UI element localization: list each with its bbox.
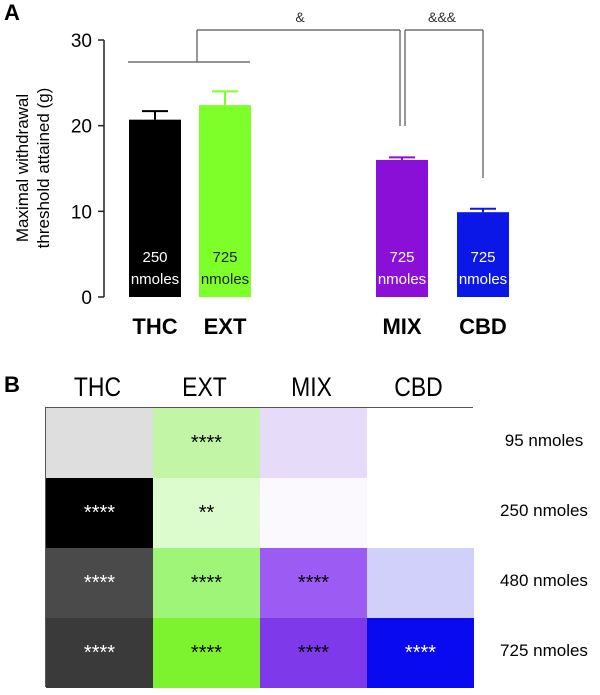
significance-annotation: &&& [428,9,457,25]
bar-data-label: nmoles [201,271,249,288]
significance-stars: **** [83,501,116,524]
bar-data-label: nmoles [459,271,507,288]
heatmap-cell: **** [46,548,153,618]
heatmap-cell [367,408,474,478]
bar-data-label: 725 [389,249,414,266]
heatmap-cell: **** [260,618,367,688]
significance-stars: **** [190,571,223,594]
heatmap-column-header: EXT [182,372,227,402]
y-tick-label: 0 [81,288,92,309]
y-axis-label: threshold attained (g) [34,88,53,249]
y-tick-label: 30 [71,31,92,52]
heatmap-cell: **** [367,618,474,688]
heatmap-cell: **** [153,408,260,478]
significance-stars: **** [297,571,330,594]
bar-data-label: nmoles [131,271,179,288]
heatmap-cell: **** [260,548,367,618]
heatmap-cell: ** [153,478,260,548]
significance-stars: ** [198,501,215,524]
bar-data-label: 725 [470,249,495,266]
panel-b-label: B [4,372,20,397]
y-tick-label: 20 [71,117,92,138]
significance-stars: **** [83,641,116,664]
bar [376,159,428,297]
significance-stars: **** [190,641,223,664]
y-tick-label: 10 [71,202,92,223]
heatmap-column-header: MIX [291,372,332,402]
significance-stars: **** [190,431,223,454]
heatmap-row-label: 480 nmoles [500,571,588,590]
bar-data-label: nmoles [378,271,426,288]
bar [199,105,251,298]
x-category-label: CBD [459,314,507,339]
bar-chart: 0 10 20 30 Maximal withdrawal threshold attai… [13,9,509,339]
bar [129,119,181,297]
heatmap-cell: **** [153,548,260,618]
panel-a-label: A [4,0,20,25]
heatmap-column-header: CBD [394,372,443,402]
x-category-label: MIX [382,314,421,339]
heatmap-cell: **** [46,478,153,548]
x-category-label: EXT [204,314,247,339]
bar-data-label: 725 [212,249,237,266]
x-category-label: THC [132,314,177,339]
heatmap-cell: **** [153,618,260,688]
heatmap-cell [367,548,474,618]
heatmap-grid: **** **** ** **** **** **** **** **** **** **** [45,407,474,688]
heatmap-row-label: 250 nmoles [500,501,588,520]
bar [457,212,509,297]
heatmap-cell [367,478,474,548]
significance-stars: **** [83,571,116,594]
y-axis-label: Maximal withdrawal [13,94,32,242]
significance-stars: **** [404,641,437,664]
heatmap-row-label: 725 nmoles [500,641,588,660]
heatmap-cell [46,408,153,478]
significance-stars: **** [297,641,330,664]
heatmap-cell [260,478,367,548]
heatmap-cell: **** [46,618,153,688]
heatmap-row-label: 95 nmoles [504,431,584,450]
heatmap-column-headers: THC EXT MIX CBD [45,372,600,408]
bar-data-label: 250 [142,249,167,266]
heatmap-column-header: THC [73,372,122,402]
heatmap-cell [260,408,367,478]
significance-annotation: & [295,9,305,25]
